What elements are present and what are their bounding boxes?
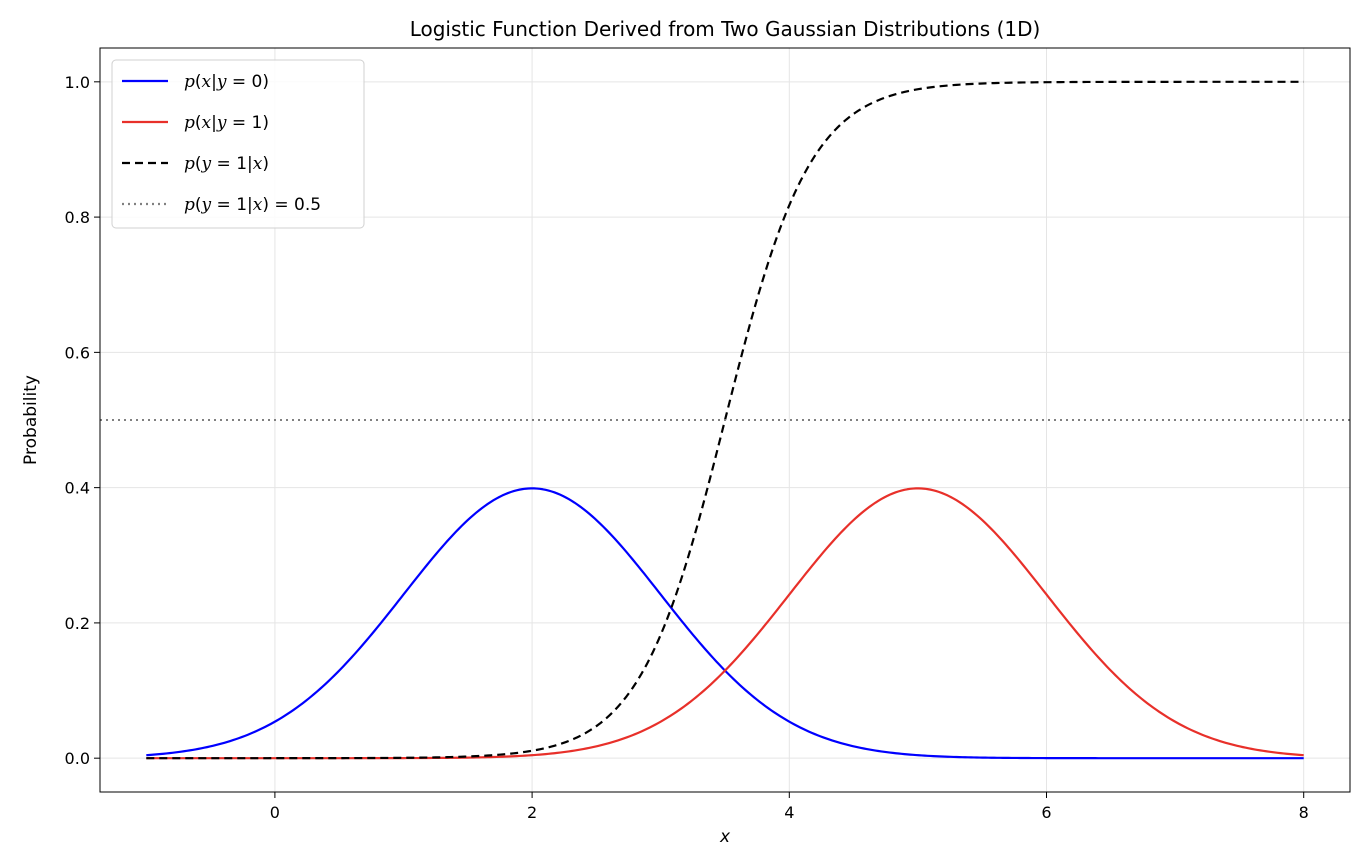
chart-title: Logistic Function Derived from Two Gauss… <box>410 17 1041 41</box>
legend-label: p(y = 1|x) <box>184 154 269 174</box>
legend-box <box>111 59 365 229</box>
y-tick-label: 0.6 <box>65 343 90 362</box>
legend-label: p(x|y = 1) <box>184 113 269 133</box>
legend-label: p(y = 1|x) = 0.5 <box>184 195 321 215</box>
y-tick-label: 0.8 <box>65 208 90 227</box>
x-tick-label: 8 <box>1299 803 1309 822</box>
x-tick-label: 2 <box>527 803 537 822</box>
y-tick-label: 1.0 <box>65 73 90 92</box>
x-tick-label: 0 <box>270 803 280 822</box>
series-line-1 <box>146 487 1304 760</box>
y-axis-label: Probability <box>21 375 41 465</box>
y-tick-label: 0.4 <box>65 479 90 498</box>
legend: p(x|y = 0) p(x|y = 1) p(y = 1|x) p(y = 1|x)… <box>111 59 365 229</box>
ticks-layer: 0 2 4 6 8 0.0 0.2 0.4 0.6 0.8 1.0 <box>65 73 1309 822</box>
legend-label: p(x|y = 0) <box>184 72 269 92</box>
x-tick-label: 4 <box>784 803 794 822</box>
plot-frame <box>99 47 1351 793</box>
y-tick-label: 0.0 <box>65 749 90 768</box>
x-axis-label: x <box>719 827 731 846</box>
series-layer <box>100 80 1350 760</box>
y-tick-label: 0.2 <box>65 614 90 633</box>
x-tick-label: 6 <box>1041 803 1051 822</box>
